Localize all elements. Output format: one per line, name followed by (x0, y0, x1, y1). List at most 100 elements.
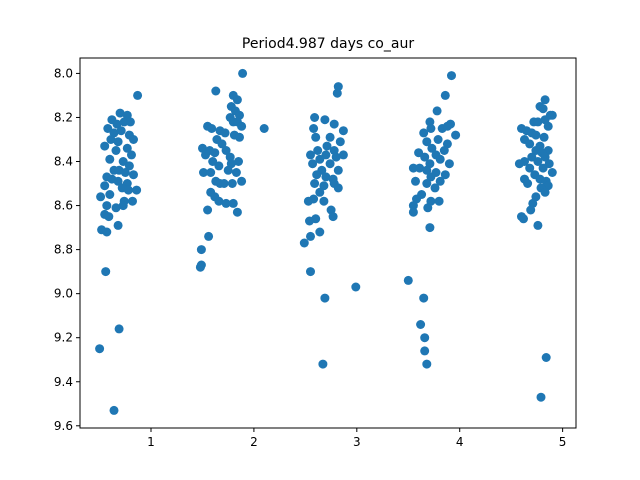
data-point (203, 205, 213, 215)
data-point (335, 137, 345, 147)
data-point (306, 267, 315, 277)
data-point (419, 293, 429, 303)
data-point (442, 121, 452, 131)
chart-title: Period4.987 days co_aur (242, 36, 414, 52)
data-point (105, 154, 115, 164)
data-point (321, 172, 331, 182)
data-point (100, 141, 110, 151)
data-point (331, 152, 341, 162)
x-tick-label: 4 (456, 435, 464, 449)
data-point (433, 135, 443, 144)
data-point (219, 179, 229, 188)
data-point (451, 130, 461, 140)
data-point (408, 207, 418, 217)
axes-frame (79, 57, 577, 429)
data-point (411, 176, 420, 186)
data-point (306, 231, 315, 241)
data-point (338, 150, 348, 160)
points-layer (95, 68, 557, 415)
data-point (422, 179, 432, 188)
data-point (306, 150, 315, 160)
data-point (432, 106, 442, 116)
data-point (105, 190, 115, 199)
data-point (543, 121, 553, 131)
data-point (328, 212, 338, 222)
data-point (232, 95, 242, 105)
data-point (440, 170, 450, 180)
data-point (333, 82, 343, 92)
data-point (351, 282, 361, 292)
data-point (118, 201, 128, 211)
data-point (311, 132, 321, 142)
data-point (525, 139, 535, 149)
data-point (526, 205, 536, 215)
data-point (232, 207, 242, 217)
data-point (220, 128, 230, 138)
data-point (195, 262, 205, 272)
data-point (333, 183, 343, 193)
data-point (320, 115, 330, 125)
data-point (332, 88, 342, 98)
data-point (338, 126, 348, 136)
data-point (111, 203, 121, 213)
data-point (430, 183, 440, 193)
data-point (106, 135, 116, 144)
data-point (129, 170, 138, 180)
data-point (312, 170, 322, 180)
data-point (259, 124, 269, 133)
data-point (221, 198, 231, 208)
data-point (128, 196, 137, 206)
data-point (113, 137, 123, 147)
data-point (102, 227, 112, 237)
data-point (223, 165, 233, 175)
data-point (115, 108, 125, 118)
data-point (533, 157, 543, 166)
data-point (100, 181, 110, 191)
y-tick-label: 9.4 (54, 375, 73, 389)
x-tick-label: 2 (250, 435, 258, 449)
y-tick-label: 8.4 (54, 155, 73, 169)
data-point (425, 117, 435, 127)
data-point (109, 405, 119, 415)
data-point (519, 214, 528, 224)
data-point (101, 267, 111, 277)
data-point (206, 168, 216, 177)
data-point (538, 104, 548, 114)
data-point (322, 141, 332, 151)
data-point (319, 181, 329, 191)
data-point (531, 130, 541, 140)
data-point (237, 176, 247, 186)
x-tick-label: 5 (559, 435, 567, 449)
data-point (125, 117, 135, 127)
x-tick-label: 3 (353, 435, 361, 449)
data-point (238, 68, 248, 78)
data-point (114, 324, 124, 334)
data-point (539, 132, 549, 142)
data-point (227, 179, 237, 188)
data-point (403, 275, 413, 285)
data-point (113, 176, 123, 186)
data-point (435, 176, 445, 186)
data-point (210, 148, 220, 158)
data-point (120, 168, 130, 177)
data-point (533, 117, 543, 127)
data-point (113, 220, 123, 230)
data-point (541, 353, 551, 362)
data-point (214, 161, 224, 171)
data-point (408, 163, 418, 173)
data-point (201, 150, 210, 160)
data-point (228, 198, 238, 208)
data-point (313, 146, 323, 155)
y-tick-label: 8.0 (54, 66, 73, 80)
data-point (514, 159, 524, 169)
data-point (422, 165, 432, 175)
x-tick-label: 1 (147, 435, 155, 449)
data-point (444, 159, 454, 169)
data-point (547, 110, 557, 120)
data-point (310, 179, 320, 188)
data-point (303, 196, 313, 206)
data-point (123, 185, 133, 195)
data-point (132, 185, 142, 195)
data-point (231, 168, 241, 177)
data-point (333, 165, 343, 175)
